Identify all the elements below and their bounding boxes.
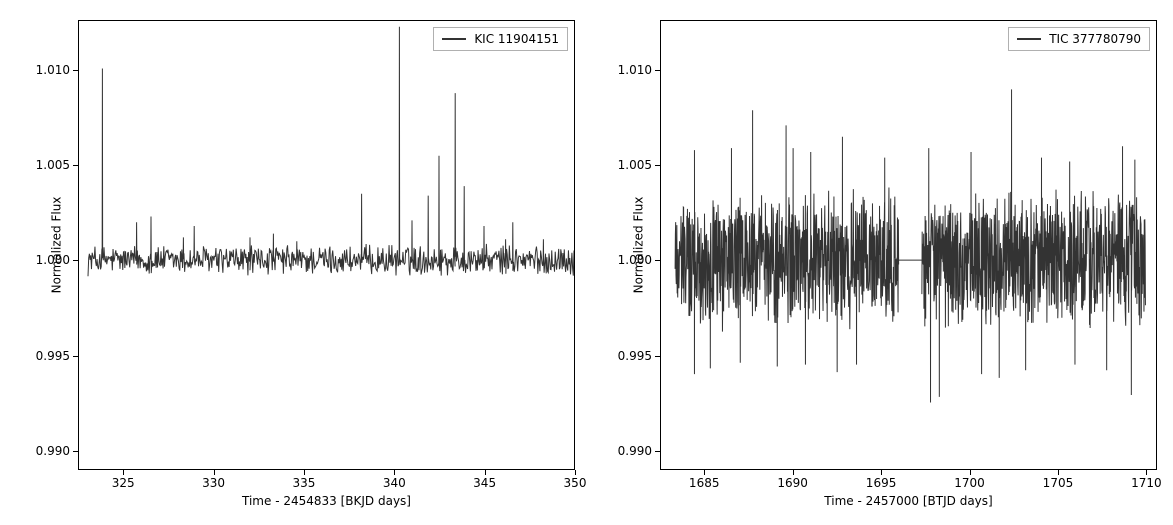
y-tick-label: 1.005 — [30, 158, 70, 172]
y-tick-label: 0.990 — [612, 444, 652, 458]
x-tick-label: 1710 — [1131, 476, 1162, 490]
x-tick — [1146, 470, 1147, 475]
y-tick — [655, 451, 660, 452]
x-tick-label: 350 — [564, 476, 587, 490]
plot-area-right — [661, 21, 1156, 469]
y-tick — [73, 451, 78, 452]
x-tick-label: 1705 — [1043, 476, 1074, 490]
y-tick-label: 0.990 — [30, 444, 70, 458]
y-axis-label: Normalized Flux — [590, 238, 687, 252]
legend-left: KIC 11904151 — [433, 27, 568, 51]
y-axis-label: Normalized Flux — [8, 238, 105, 252]
y-tick — [73, 165, 78, 166]
x-tick-label: 345 — [473, 476, 496, 490]
legend-label-left: KIC 11904151 — [474, 32, 559, 46]
legend-swatch — [442, 38, 466, 40]
x-tick — [970, 470, 971, 475]
y-tick — [655, 70, 660, 71]
y-tick — [655, 260, 660, 261]
y-tick-label: 1.010 — [612, 63, 652, 77]
y-tick-label: 1.010 — [30, 63, 70, 77]
y-tick — [655, 165, 660, 166]
y-tick-label: 1.005 — [612, 158, 652, 172]
x-tick — [575, 470, 576, 475]
x-axis-label: Time - 2457000 [BTJD days] — [824, 494, 992, 508]
y-tick — [73, 356, 78, 357]
x-tick-label: 1695 — [866, 476, 897, 490]
x-tick — [123, 470, 124, 475]
y-tick — [73, 260, 78, 261]
legend-swatch — [1017, 38, 1041, 40]
x-tick — [394, 470, 395, 475]
y-tick — [655, 356, 660, 357]
x-tick-label: 1685 — [689, 476, 720, 490]
x-axis-label: Time - 2454833 [BKJD days] — [242, 494, 411, 508]
y-tick-label: 0.995 — [612, 349, 652, 363]
y-tick-label: 0.995 — [30, 349, 70, 363]
x-tick-label: 340 — [383, 476, 406, 490]
x-tick — [304, 470, 305, 475]
x-tick — [793, 470, 794, 475]
x-tick-label: 330 — [202, 476, 225, 490]
x-tick — [704, 470, 705, 475]
legend-label-right: TIC 377780790 — [1049, 32, 1141, 46]
x-tick — [485, 470, 486, 475]
legend-right: TIC 377780790 — [1008, 27, 1150, 51]
x-tick-label: 325 — [112, 476, 135, 490]
x-tick-label: 335 — [292, 476, 315, 490]
x-tick — [881, 470, 882, 475]
subplot-left: KIC 11904151 — [78, 20, 575, 470]
x-tick-label: 1690 — [777, 476, 808, 490]
plot-area-left — [79, 21, 574, 469]
subplot-right: TIC 377780790 — [660, 20, 1157, 470]
x-tick-label: 1700 — [954, 476, 985, 490]
x-tick — [214, 470, 215, 475]
lightcurve-line-right — [661, 21, 1156, 469]
y-tick — [73, 70, 78, 71]
lightcurve-line-left — [79, 21, 574, 469]
figure: KIC 11904151 TIC 377780790 325 330 335 340 3… — [0, 0, 1173, 525]
x-tick — [1058, 470, 1059, 475]
